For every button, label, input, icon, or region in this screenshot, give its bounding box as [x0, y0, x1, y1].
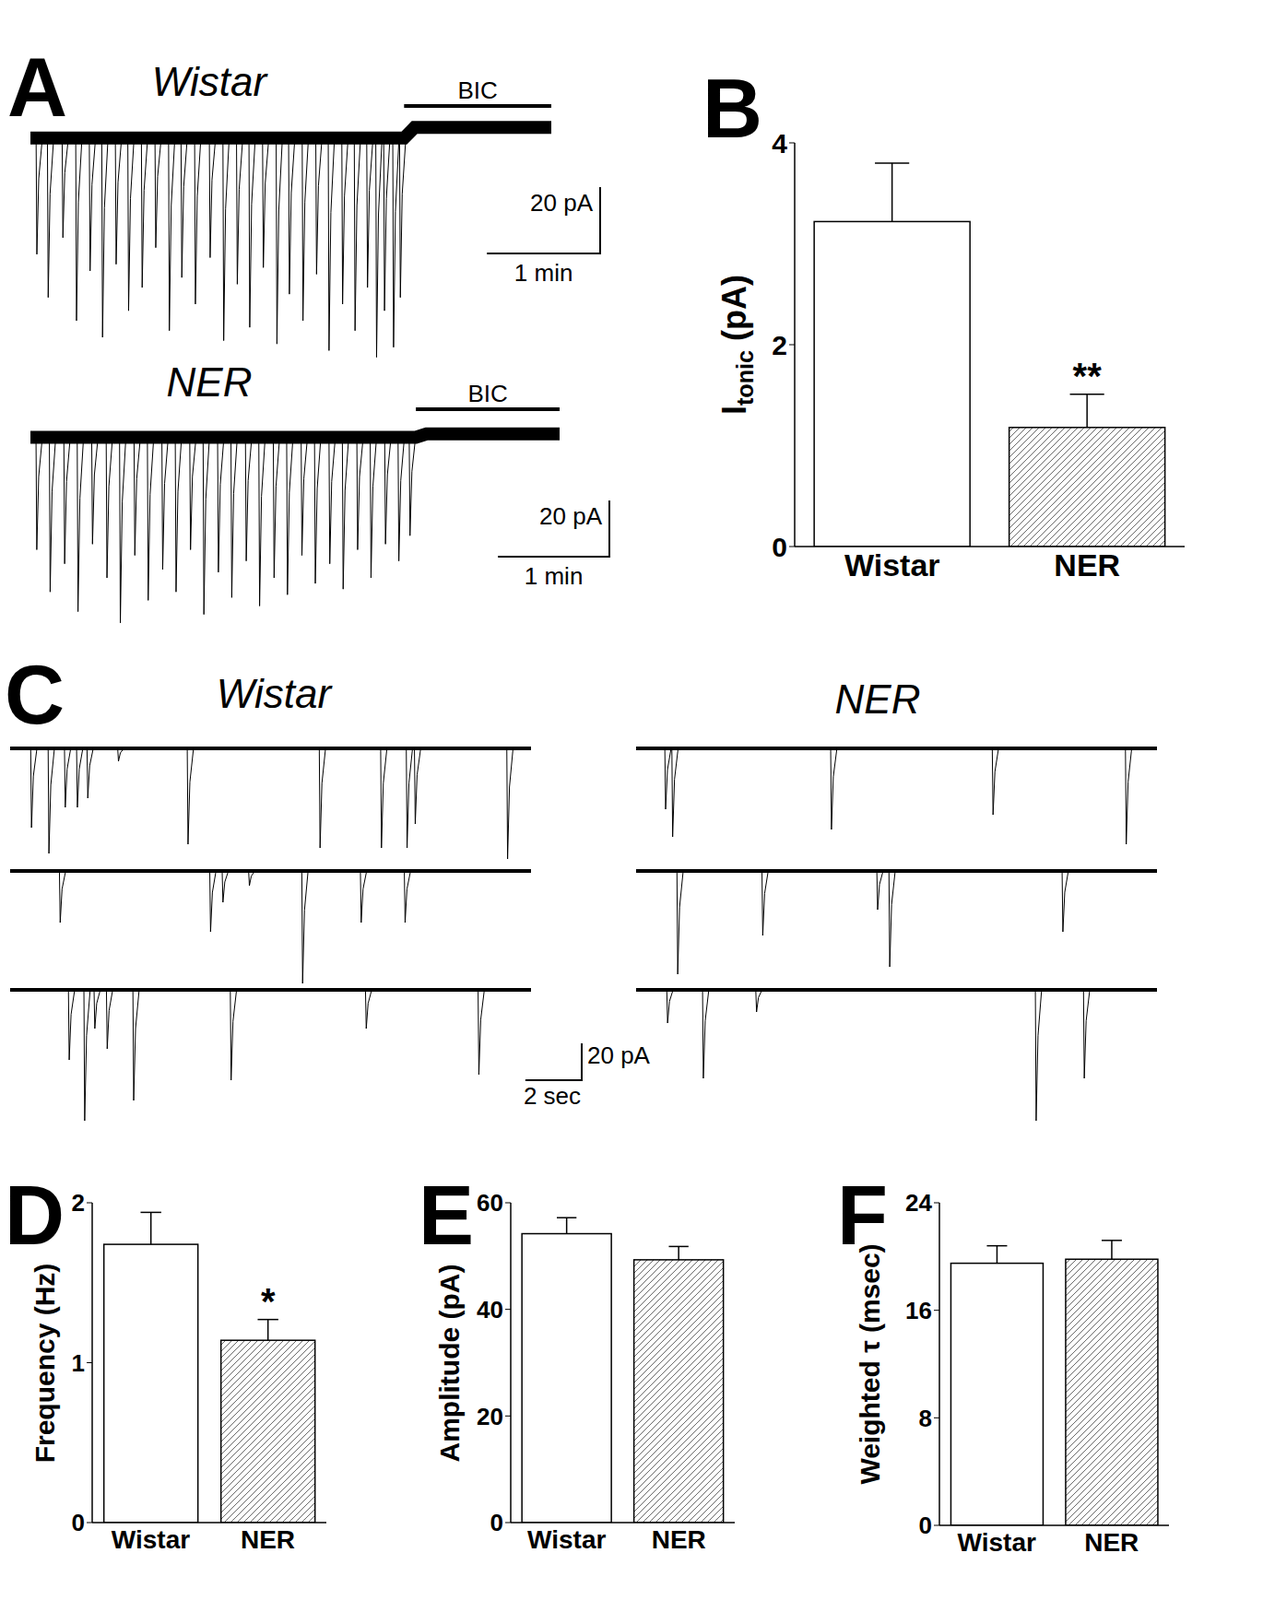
svg-text:20 pA: 20 pA — [530, 188, 594, 217]
svg-text:Wistar: Wistar — [111, 1525, 190, 1555]
html-text:I: I — [715, 405, 754, 415]
svg-text:*: * — [260, 1281, 276, 1323]
svg-text:0: 0 — [919, 1511, 933, 1540]
svg-text:1 min: 1 min — [524, 562, 584, 591]
svg-text:20: 20 — [476, 1403, 504, 1431]
html-text:Amplitude (pA): Amplitude (pA) — [434, 1263, 465, 1463]
svg-text:NER: NER — [240, 1525, 296, 1555]
html-text:Weighted τ (msec): Weighted τ (msec) — [854, 1244, 886, 1485]
svg-text:4: 4 — [771, 128, 788, 159]
html-text:E: E — [418, 1169, 474, 1263]
html-text:Frequency (Hz): Frequency (Hz) — [29, 1263, 60, 1463]
svg-text:40: 40 — [476, 1296, 504, 1324]
svg-text:BIC: BIC — [457, 76, 497, 105]
svg-text:0: 0 — [771, 531, 788, 563]
svg-text:2: 2 — [771, 330, 788, 361]
html-text:D: D — [4, 1169, 65, 1263]
html-text:F: F — [837, 1169, 888, 1263]
svg-text:Wistar: Wistar — [527, 1525, 606, 1555]
svg-text:20 pA: 20 pA — [587, 1041, 651, 1070]
html-text:Wistar: Wistar — [152, 59, 267, 105]
svg-text:NER: NER — [651, 1525, 707, 1555]
svg-text:2 sec: 2 sec — [523, 1082, 581, 1110]
html-text:NER: NER — [834, 676, 921, 722]
svg-text:0: 0 — [490, 1509, 504, 1537]
html-text:NER: NER — [166, 359, 253, 405]
html-text:B: B — [702, 62, 763, 155]
svg-text:Wistar: Wistar — [957, 1528, 1037, 1558]
html-text:(pA): (pA) — [715, 274, 754, 342]
svg-text:2: 2 — [71, 1189, 85, 1217]
svg-text:1 min: 1 min — [514, 259, 574, 287]
svg-text:**: ** — [1073, 355, 1103, 397]
svg-text:NER: NER — [1053, 547, 1121, 583]
svg-text:24: 24 — [905, 1189, 933, 1217]
html-text:Wistar: Wistar — [216, 671, 332, 717]
html-text:C: C — [4, 649, 65, 742]
svg-text:20 pA: 20 pA — [539, 502, 603, 531]
svg-text:0: 0 — [71, 1509, 85, 1537]
html-text:tonic: tonic — [731, 350, 758, 406]
svg-text:8: 8 — [919, 1404, 933, 1433]
svg-text:BIC: BIC — [467, 379, 508, 408]
svg-text:NER: NER — [1084, 1528, 1139, 1558]
html-text:A: A — [7, 41, 68, 134]
svg-text:1: 1 — [71, 1349, 85, 1378]
svg-text:Wistar: Wistar — [844, 547, 941, 583]
svg-text:60: 60 — [476, 1189, 504, 1217]
svg-text:16: 16 — [905, 1297, 933, 1325]
